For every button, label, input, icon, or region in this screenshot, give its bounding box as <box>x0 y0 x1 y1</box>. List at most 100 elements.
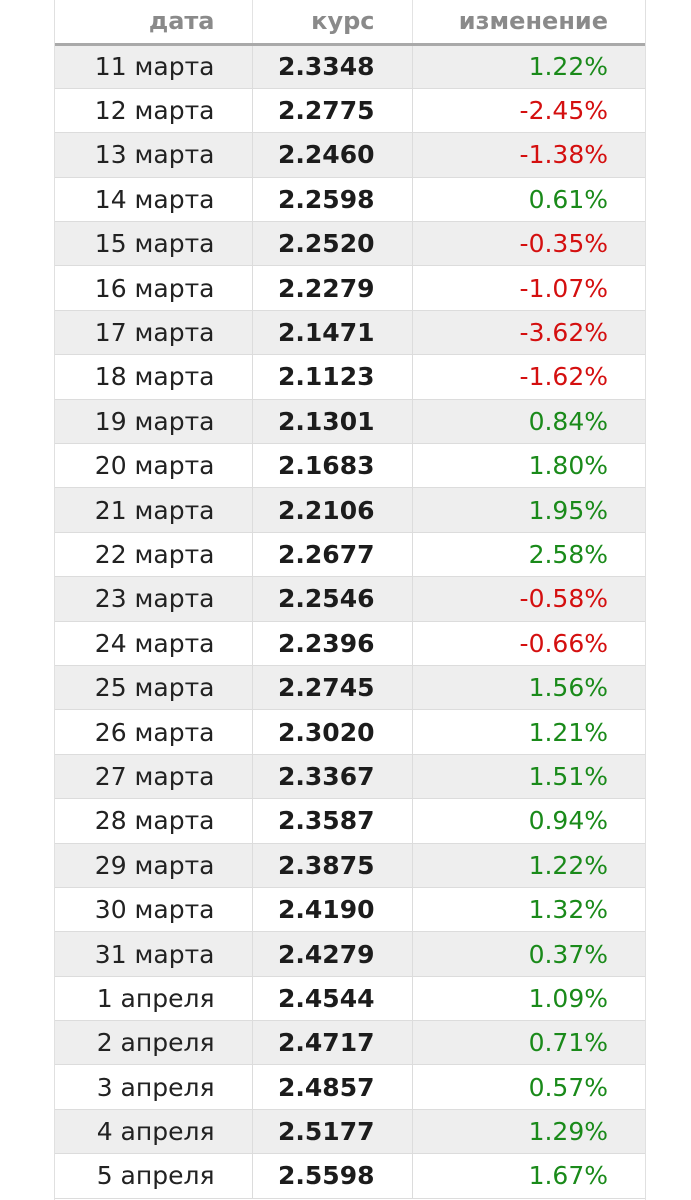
date-cell: 1 апреля <box>55 976 252 1022</box>
rate-cell: 2.4279 <box>251 931 412 977</box>
change-cell: 1.95% <box>411 487 645 533</box>
table-row: 28 марта 2.3587 0.94% <box>55 798 645 844</box>
change-cell: -0.66% <box>411 621 645 666</box>
table-row: 30 марта 2.4190 1.32% <box>55 887 645 933</box>
table-row: 4 апреля 2.5177 1.29% <box>55 1109 645 1155</box>
rate-cell: 2.2745 <box>251 665 412 711</box>
change-cell: 1.32% <box>411 887 645 933</box>
table-row: 31 марта 2.4279 0.37% <box>55 931 645 977</box>
table-row: 16 марта 2.2279 -1.07% <box>55 265 645 311</box>
date-cell: 20 марта <box>55 443 252 489</box>
table-row: 23 марта 2.2546 -0.58% <box>55 576 645 622</box>
rate-cell: 2.4717 <box>251 1020 412 1066</box>
header-date: дата <box>55 0 252 46</box>
change-cell: 1.09% <box>411 976 645 1022</box>
table-row: 15 марта 2.2520 -0.35% <box>55 221 645 267</box>
date-cell: 4 апреля <box>55 1109 252 1155</box>
table-row: 13 марта 2.2460 -1.38% <box>55 132 645 178</box>
change-cell: -2.45% <box>411 88 645 134</box>
table-row: 17 марта 2.1471 -3.62% <box>55 310 645 356</box>
change-cell: 0.61% <box>411 177 645 223</box>
date-cell: 25 марта <box>55 665 252 711</box>
rate-cell: 2.3367 <box>251 754 412 800</box>
date-cell: 11 марта <box>55 44 252 89</box>
change-cell: 1.22% <box>411 843 645 888</box>
table-row: 26 марта 2.3020 1.21% <box>55 709 645 755</box>
rate-cell: 2.1123 <box>251 354 412 400</box>
date-cell: 15 марта <box>55 221 252 267</box>
rate-cell: 2.5177 <box>251 1109 412 1155</box>
date-cell: 18 марта <box>55 354 252 400</box>
change-cell: 2.58% <box>411 532 645 578</box>
change-cell: 1.29% <box>411 1109 645 1155</box>
change-cell: 0.94% <box>411 798 645 844</box>
table-row: 27 марта 2.3367 1.51% <box>55 754 645 800</box>
rate-cell: 2.2775 <box>251 88 412 134</box>
table-right-border <box>645 0 646 1200</box>
change-cell: 0.84% <box>411 399 645 445</box>
table-body: 11 марта 2.3348 1.22% 12 марта 2.2775 -2.45% 1… <box>55 44 645 1199</box>
date-cell: 21 марта <box>55 487 252 533</box>
rate-cell: 2.3020 <box>251 709 412 755</box>
rate-cell: 2.2460 <box>251 132 412 178</box>
table-row: 20 марта 2.1683 1.80% <box>55 443 645 489</box>
table-row: 12 марта 2.2775 -2.45% <box>55 88 645 134</box>
table-header: дата курс изменение <box>55 0 645 46</box>
table-row: 1 апреля 2.4544 1.09% <box>55 976 645 1022</box>
date-cell: 30 марта <box>55 887 252 933</box>
table-row: 21 марта 2.2106 1.95% <box>55 487 645 533</box>
rate-cell: 2.3875 <box>251 843 412 888</box>
rate-cell: 2.2520 <box>251 221 412 267</box>
change-cell: -1.38% <box>411 132 645 178</box>
rate-cell: 2.1301 <box>251 399 412 445</box>
date-cell: 28 марта <box>55 798 252 844</box>
rate-cell: 2.2598 <box>251 177 412 223</box>
change-cell: 0.57% <box>411 1064 645 1110</box>
date-cell: 16 марта <box>55 265 252 311</box>
date-cell: 5 апреля <box>55 1153 252 1199</box>
header-change: изменение <box>411 0 645 46</box>
table-row: 11 марта 2.3348 1.22% <box>55 44 645 89</box>
date-cell: 13 марта <box>55 132 252 178</box>
rate-cell: 2.4190 <box>251 887 412 933</box>
date-cell: 22 марта <box>55 532 252 578</box>
change-cell: -1.62% <box>411 354 645 400</box>
rate-cell: 2.2106 <box>251 487 412 533</box>
change-cell: -1.07% <box>411 265 645 311</box>
table-row: 3 апреля 2.4857 0.57% <box>55 1064 645 1110</box>
change-cell: -0.58% <box>411 576 645 622</box>
date-cell: 12 марта <box>55 88 252 134</box>
rate-cell: 2.3348 <box>251 44 412 89</box>
rate-cell: 2.2546 <box>251 576 412 622</box>
rate-cell: 2.2279 <box>251 265 412 311</box>
table-row: 5 апреля 2.5598 1.67% <box>55 1153 645 1199</box>
change-cell: 1.51% <box>411 754 645 800</box>
date-cell: 24 марта <box>55 621 252 666</box>
date-cell: 19 марта <box>55 399 252 445</box>
table-row: 14 марта 2.2598 0.61% <box>55 177 645 223</box>
change-cell: 1.22% <box>411 44 645 89</box>
header-row: дата курс изменение <box>55 0 645 46</box>
change-cell: -0.35% <box>411 221 645 267</box>
change-cell: 1.67% <box>411 1153 645 1199</box>
rate-cell: 2.4544 <box>251 976 412 1022</box>
change-cell: 1.80% <box>411 443 645 489</box>
change-cell: 0.37% <box>411 931 645 977</box>
rate-cell: 2.4857 <box>251 1064 412 1110</box>
date-cell: 2 апреля <box>55 1020 252 1066</box>
rate-cell: 2.3587 <box>251 798 412 844</box>
date-cell: 17 марта <box>55 310 252 356</box>
date-cell: 14 марта <box>55 177 252 223</box>
exchange-rate-table: дата курс изменение 11 марта 2.3348 1.22% 1… <box>55 0 645 1199</box>
date-cell: 26 марта <box>55 709 252 755</box>
date-cell: 3 апреля <box>55 1064 252 1110</box>
table-row: 18 марта 2.1123 -1.62% <box>55 354 645 400</box>
date-cell: 31 марта <box>55 931 252 977</box>
date-cell: 29 марта <box>55 843 252 888</box>
rate-cell: 2.1683 <box>251 443 412 489</box>
table-row: 2 апреля 2.4717 0.71% <box>55 1020 645 1066</box>
table-left-border <box>54 0 55 1200</box>
date-cell: 23 марта <box>55 576 252 622</box>
rate-cell: 2.2677 <box>251 532 412 578</box>
table-row: 25 марта 2.2745 1.56% <box>55 665 645 711</box>
